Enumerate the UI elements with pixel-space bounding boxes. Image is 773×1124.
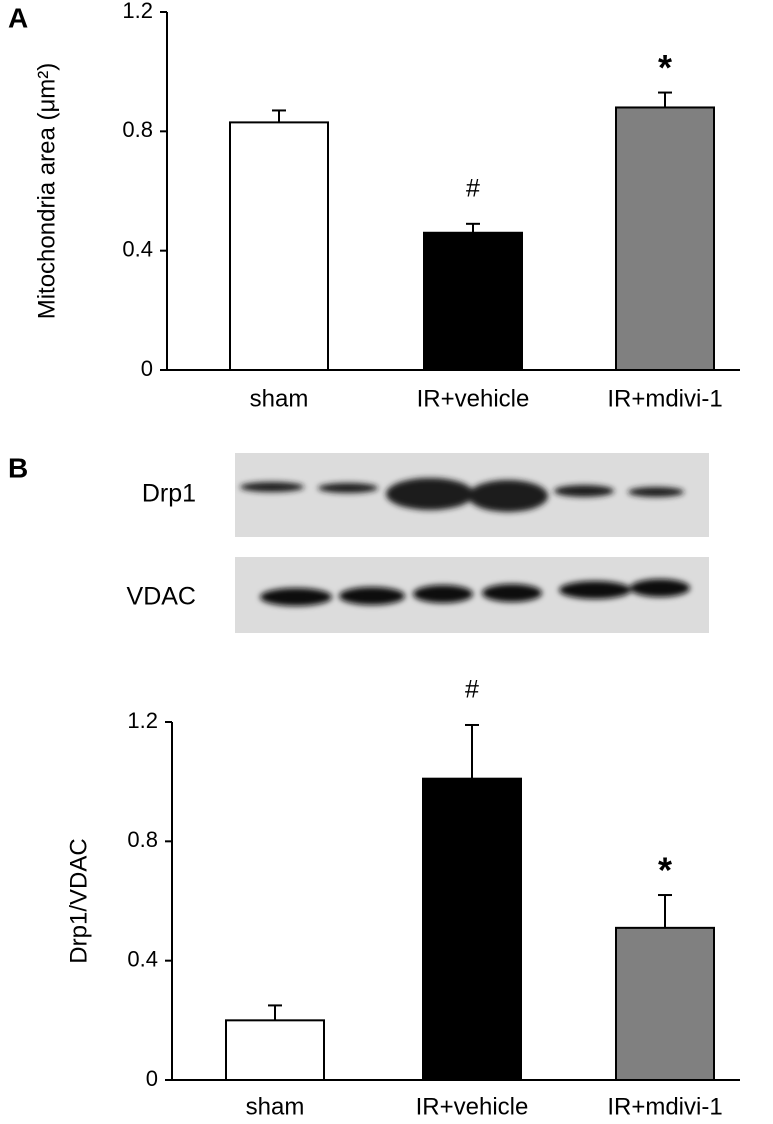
- y-tick-label: 0.4: [127, 946, 158, 971]
- panel-label: B: [8, 452, 28, 483]
- x-tick-label: IR+mdivi-1: [607, 1093, 722, 1119]
- x-tick-label: IR+mdivi-1: [607, 385, 722, 412]
- y-tick-label: 0.8: [127, 827, 158, 852]
- bar: [225, 1019, 325, 1081]
- blot-label: VDAC: [127, 583, 196, 611]
- bar: [229, 121, 329, 371]
- y-tick-label: 0: [141, 356, 153, 381]
- blot-label: Drp1: [142, 480, 196, 508]
- vdac-bands: [260, 579, 690, 606]
- bar: [615, 926, 715, 1081]
- y-tick-label: 1.2: [127, 708, 158, 733]
- x-tick-label: sham: [250, 385, 309, 412]
- bar: [422, 777, 522, 1082]
- y-tick-label: 1.2: [122, 0, 153, 23]
- x-tick-label: IR+vehicle: [417, 385, 530, 412]
- annotation: #: [465, 676, 479, 704]
- y-tick-label: 0.8: [122, 117, 153, 142]
- bar: [423, 231, 523, 371]
- y-axis-label: Drp1/VDAC: [65, 838, 92, 963]
- drp1-bands: [240, 478, 684, 512]
- annotation: *: [658, 850, 672, 891]
- annotation: *: [658, 47, 672, 88]
- western-blot: Drp1 VDAC: [127, 453, 709, 633]
- y-tick-label: 0.4: [122, 236, 153, 261]
- x-tick-label: sham: [246, 1093, 305, 1119]
- bar: [615, 106, 715, 371]
- panel-label: A: [8, 2, 28, 33]
- y-tick-label: 0: [146, 1066, 158, 1091]
- annotation: #: [466, 174, 480, 202]
- y-axis-label: Mitochondria area (μm²): [33, 63, 60, 320]
- x-tick-label: IR+vehicle: [416, 1093, 529, 1119]
